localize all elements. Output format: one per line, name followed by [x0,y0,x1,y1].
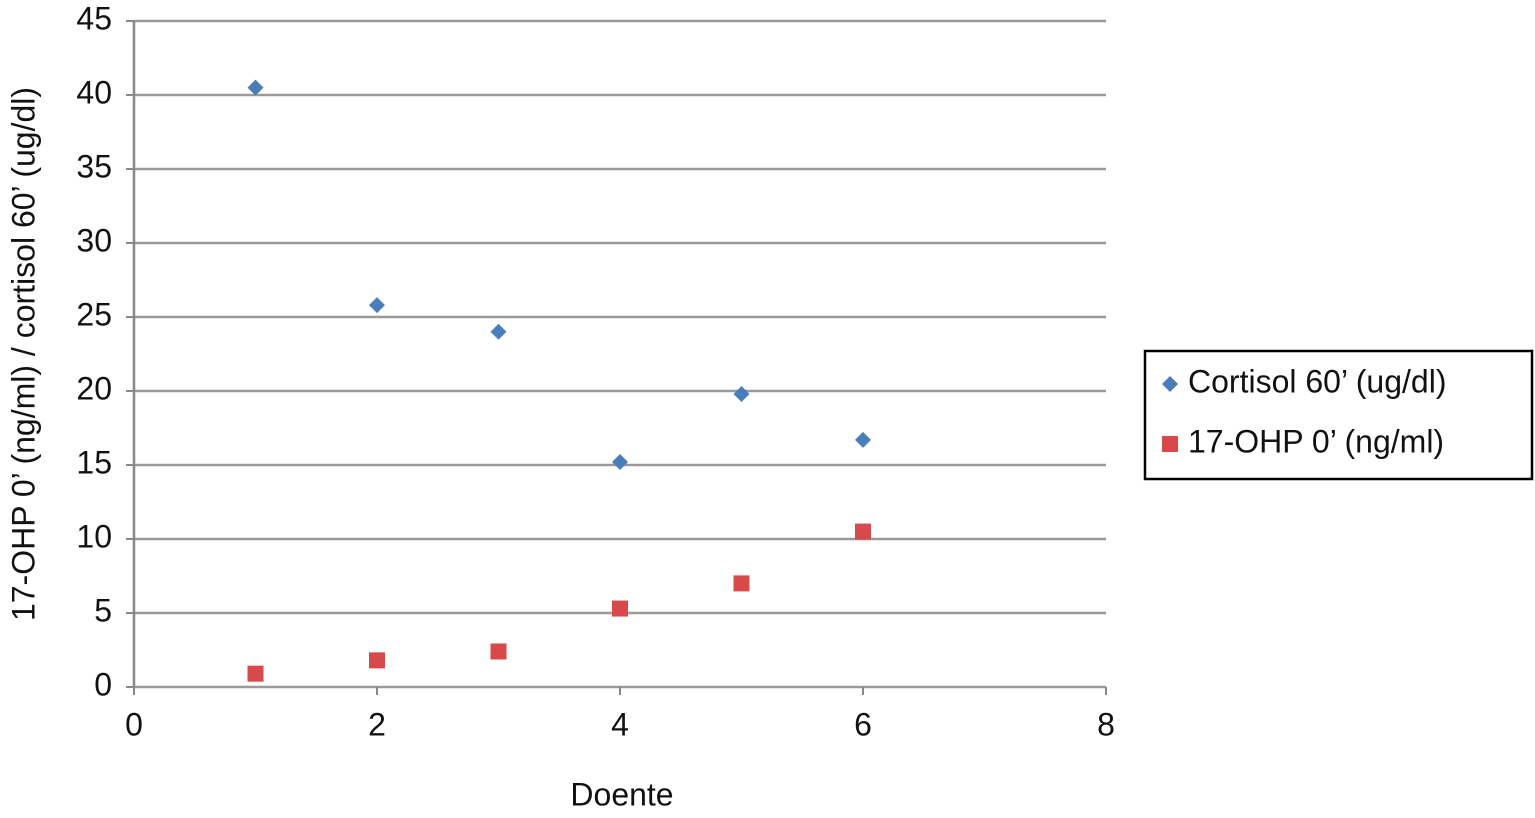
x-tick-label: 6 [854,706,872,742]
y-tick-label: 0 [94,666,112,702]
legend-label: Cortisol 60’ (ug/dl) [1188,363,1446,399]
y-tick-label: 25 [76,296,112,332]
marker-diamond [855,431,871,448]
marker-square [247,665,264,682]
y-tick-label: 5 [94,592,112,628]
marker-diamond [369,297,385,314]
marker-square [1162,436,1178,452]
y-tick-label: 10 [76,518,112,554]
y-tick-label: 20 [76,370,112,406]
marker-diamond [612,454,628,471]
legend-label: 17-OHP 0’ (ng/ml) [1188,423,1444,459]
marker-square [490,643,507,660]
marker-diamond [247,79,264,96]
y-tick-label: 35 [76,148,112,184]
x-tick-label: 0 [125,706,143,742]
marker-diamond [490,323,507,340]
marker-diamond [733,385,750,402]
legend-box [1143,349,1534,481]
marker-diamond [1162,376,1178,392]
x-tick-label: 4 [611,706,629,742]
marker-square [733,575,750,592]
y-tick-label: 15 [76,444,112,480]
y-tick-label: 45 [76,0,112,36]
x-tick-label: 2 [368,706,386,742]
marker-square [369,652,385,669]
x-axis-label: Doente [570,776,673,812]
y-tick-label: 30 [76,222,112,258]
y-axis-label: 17-OHP 0’ (ng/ml) / cortisol 60’ (ug/dl) [5,87,41,621]
marker-square [855,523,871,540]
x-tick-label: 8 [1097,706,1115,742]
y-tick-label: 40 [76,74,112,110]
marker-square [612,600,628,617]
